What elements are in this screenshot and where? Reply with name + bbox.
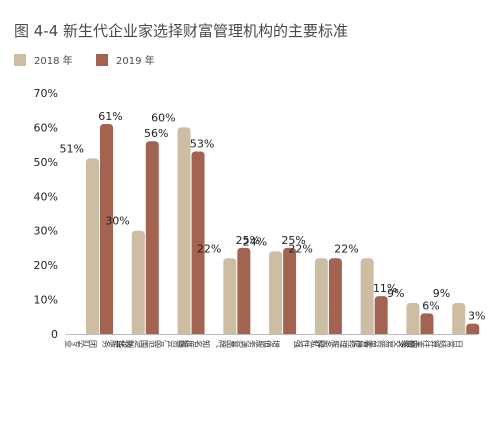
bar-2018 [314,258,328,334]
legend-label-2018: 2018 年 [34,54,73,67]
bar-2019 [466,323,480,334]
legend-label-2019: 2019 年 [116,54,155,67]
x-tick-label: 日常结算往来最多 [398,340,463,349]
y-tick-label: 40% [34,190,58,203]
data-label: 11% [373,282,397,295]
data-label: 60% [151,111,175,124]
bar-2019 [145,141,159,334]
legend: 2018 年 2019 年 [14,54,155,67]
x-tick-label: 品牌、知名度高 [177,340,234,349]
x-tick-label: 团队专业 [65,340,97,349]
x-tick-label: 网络交易简单方便 [352,340,417,349]
bar-2018 [131,230,145,334]
bar-2019 [420,313,434,334]
bar-2019 [100,123,113,334]
y-tick-label: 10% [34,294,58,307]
x-tick-label: 投资产品范围、收益 [117,340,190,349]
bar-2019 [237,247,251,334]
bar-2018 [177,127,191,334]
bar-2019 [283,247,297,334]
x-tick-label: 隐私性强 [293,340,327,349]
bar-2018 [223,258,237,334]
bar-2018 [360,258,374,334]
bar-2018 [269,251,283,334]
data-label: 22% [197,242,221,255]
data-label: 3% [468,310,485,323]
data-label: 56% [144,127,168,140]
legend-swatch-2019 [96,54,108,66]
y-tick-label: 30% [34,225,58,238]
data-label: 9% [387,287,404,300]
data-label: 22% [288,242,312,255]
x-tick-label: 客户经理服务好 [315,340,373,349]
bar-2019 [328,258,342,334]
data-label: 25% [236,234,260,247]
x-tick-label: 增值服务满意 [232,340,281,349]
y-tick-label: 60% [34,121,58,134]
x-tick-label: 定制化服务 [102,340,144,349]
y-tick-label: 70% [34,87,58,100]
data-label: 24% [243,235,267,248]
bar-2018 [406,303,420,334]
y-tick-label: 0 [51,328,58,341]
plot-area: 51%61%30%56%60%53%22%25%24% 25%22% 22%11%9… [60,110,485,334]
bar-2019 [374,296,388,334]
data-label: 30% [105,215,129,228]
data-label: 53% [190,138,214,151]
bar-2019 [191,151,205,334]
data-label: 51% [60,142,84,155]
data-label: 22% [334,242,358,255]
legend-swatch-2018 [14,54,26,66]
bar-2018 [86,158,99,334]
y-axis: 0 10% 20% 30% 40% 50% 60% 70% [34,87,58,341]
data-label: 9% [433,287,450,300]
y-tick-label: 50% [34,156,58,169]
chart-title: 图 4-4 新生代企业家选择财富管理机构的主要标准 [14,22,348,40]
bar-2018 [452,303,466,334]
data-label: 6% [422,299,439,312]
data-label: 61% [98,110,122,123]
data-label: 25% [281,234,305,247]
y-tick-label: 20% [34,259,58,272]
